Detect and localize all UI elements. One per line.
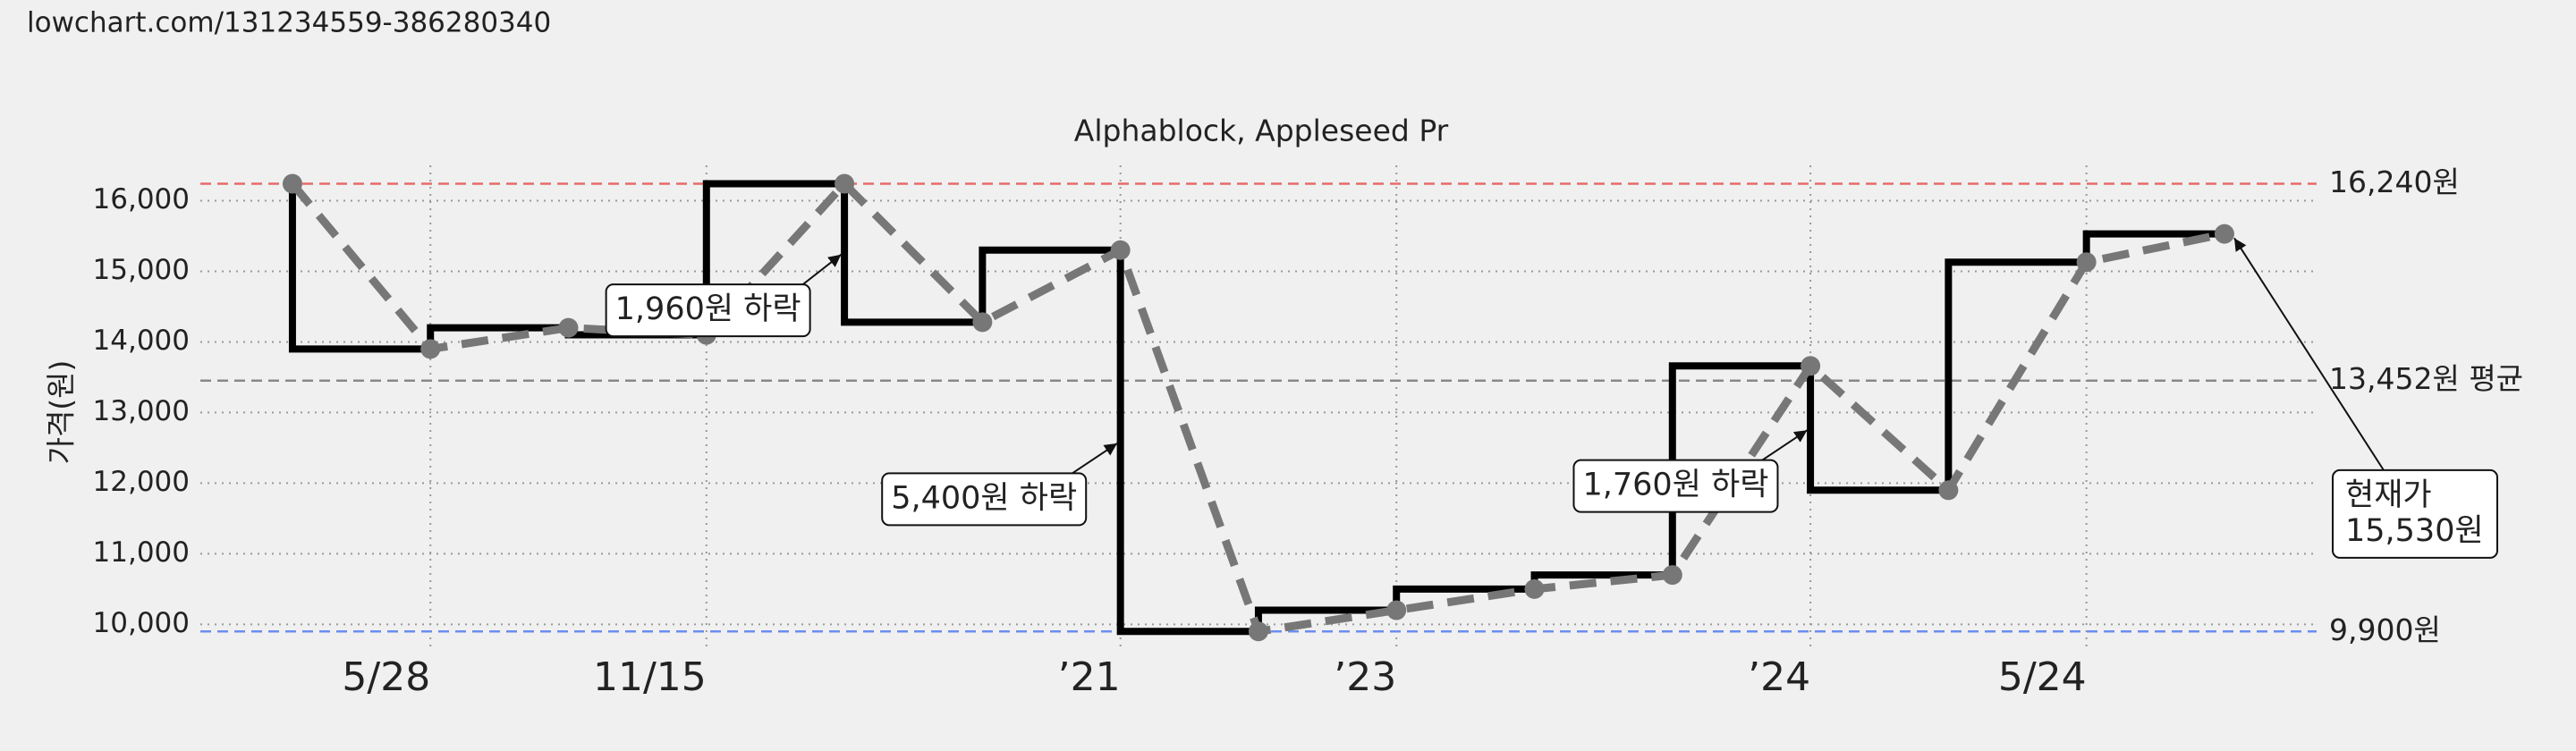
price-step-line (288, 180, 2224, 636)
y-tick-label: 14,000 (93, 325, 190, 357)
x-tick-label: ’24 (1748, 654, 1810, 700)
x-tick-label: 5/24 (1998, 654, 2087, 700)
point (1248, 621, 1268, 642)
annotation-box (605, 283, 811, 338)
y-tick-label: 13,000 (93, 395, 190, 427)
annotation-text: 1,760원 하락 (1583, 468, 1769, 503)
annotation-box (2332, 468, 2498, 559)
annotation-text: 1,960원 하락 (615, 291, 801, 327)
reference-label: 9,900원 (2329, 612, 2441, 647)
y-tick-label: 12,000 (93, 466, 190, 498)
point (420, 339, 441, 359)
point (1110, 240, 1131, 260)
trend-line (289, 178, 2225, 637)
annotation-arrow (1757, 429, 1808, 464)
annotation-text: 현재가 (2345, 477, 2432, 513)
x-tick-label: ’21 (1058, 654, 1121, 700)
point (1662, 565, 1682, 586)
reference-label: 16,240원 (2329, 165, 2460, 199)
y-tick-label: 16,000 (93, 183, 190, 215)
y-axis-label: 가격(원) (44, 360, 79, 465)
chart-title: Alphablock, Appleseed Pr (1074, 114, 1449, 148)
annotation-arrow (1067, 443, 1118, 477)
point (2214, 224, 2234, 244)
annotation-box (881, 472, 1088, 527)
annotation-text: 5,400원 하락 (891, 480, 1077, 516)
y-tick-label: 10,000 (93, 607, 190, 639)
y-tick-label: 11,000 (93, 536, 190, 569)
point (2076, 252, 2097, 273)
x-tick-label: 5/28 (342, 654, 430, 700)
point (1938, 480, 1959, 501)
annotation-text: 15,530원 (2345, 513, 2484, 549)
point (1801, 356, 1821, 376)
point (972, 312, 993, 333)
point (1524, 578, 1545, 599)
annotation-arrow (2233, 237, 2386, 474)
point (1386, 600, 1407, 620)
y-tick-label: 15,000 (93, 254, 190, 286)
source-url: lowchart.com/131234559-386280340 (27, 7, 551, 39)
x-tick-label: ’23 (1334, 654, 1396, 700)
point (282, 173, 302, 194)
point (835, 173, 855, 194)
annotation-box (1572, 459, 1779, 513)
point (558, 317, 579, 338)
reference-label: 13,452원 평균 (2329, 361, 2523, 396)
x-tick-label: 11/15 (593, 654, 707, 700)
